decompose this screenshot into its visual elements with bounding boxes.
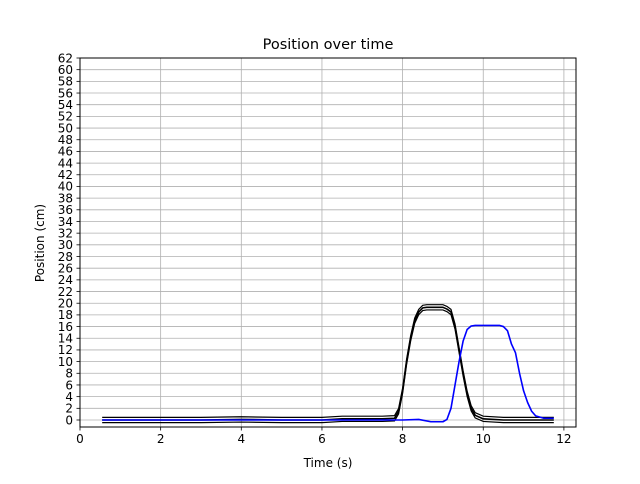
series-1-line xyxy=(102,324,554,423)
x-tick-label: 2 xyxy=(157,432,165,446)
series-lines xyxy=(102,304,554,424)
y-tick-label: 58 xyxy=(58,75,73,89)
x-tick-label: 0 xyxy=(76,432,84,446)
y-tick-label: 4 xyxy=(65,390,73,404)
y-tick-label: 54 xyxy=(58,98,73,112)
y-tick-label: 38 xyxy=(58,191,73,205)
y-tick-label: 50 xyxy=(58,121,73,135)
y-tick-label: 32 xyxy=(58,226,73,240)
x-axis-ticks: 0 2 4 6 8 10 12 xyxy=(76,427,572,446)
y-tick-label: 60 xyxy=(58,63,73,77)
y-tick-label: 18 xyxy=(58,308,73,322)
y-tick-label: 34 xyxy=(58,215,73,229)
y-tick-label: 46 xyxy=(58,145,73,159)
x-axis-label: Time (s) xyxy=(303,456,353,470)
plot-area-frame xyxy=(79,57,577,428)
series-0-band-upper xyxy=(102,304,554,418)
y-tick-label: 36 xyxy=(58,203,73,217)
y-tick-label: 62 xyxy=(58,51,73,65)
y-axis-ticks: 0246810121416182022242628303234363840424… xyxy=(58,51,80,427)
y-tick-label: 28 xyxy=(58,250,73,264)
y-tick-label: 40 xyxy=(58,180,73,194)
y-tick-label: 26 xyxy=(58,261,73,275)
x-tick-label: 4 xyxy=(237,432,245,446)
y-tick-label: 30 xyxy=(58,238,73,252)
y-tick-label: 42 xyxy=(58,168,73,182)
y-tick-label: 44 xyxy=(58,156,73,170)
y-tick-label: 14 xyxy=(58,332,73,346)
y-tick-label: 8 xyxy=(65,367,73,381)
y-axis-label: Position (cm) xyxy=(33,204,47,282)
grid-lines xyxy=(79,57,576,427)
y-tick-label: 2 xyxy=(65,402,73,416)
x-tick-label: 10 xyxy=(476,432,491,446)
y-tick-label: 52 xyxy=(58,110,73,124)
chart-title: Position over time xyxy=(263,37,394,53)
y-tick-label: 10 xyxy=(58,355,73,369)
y-tick-label: 20 xyxy=(58,297,73,311)
x-tick-label: 6 xyxy=(318,432,326,446)
y-tick-label: 6 xyxy=(65,378,73,392)
y-tick-label: 0 xyxy=(65,413,73,427)
y-tick-label: 48 xyxy=(58,133,73,147)
y-tick-label: 24 xyxy=(58,273,73,287)
series-0-band-lower xyxy=(102,309,554,424)
x-tick-label: 12 xyxy=(556,432,571,446)
y-tick-label: 56 xyxy=(58,86,73,100)
x-tick-label: 8 xyxy=(399,432,407,446)
y-tick-label: 12 xyxy=(58,343,73,357)
y-tick-label: 16 xyxy=(58,320,73,334)
y-tick-label: 22 xyxy=(58,285,73,299)
